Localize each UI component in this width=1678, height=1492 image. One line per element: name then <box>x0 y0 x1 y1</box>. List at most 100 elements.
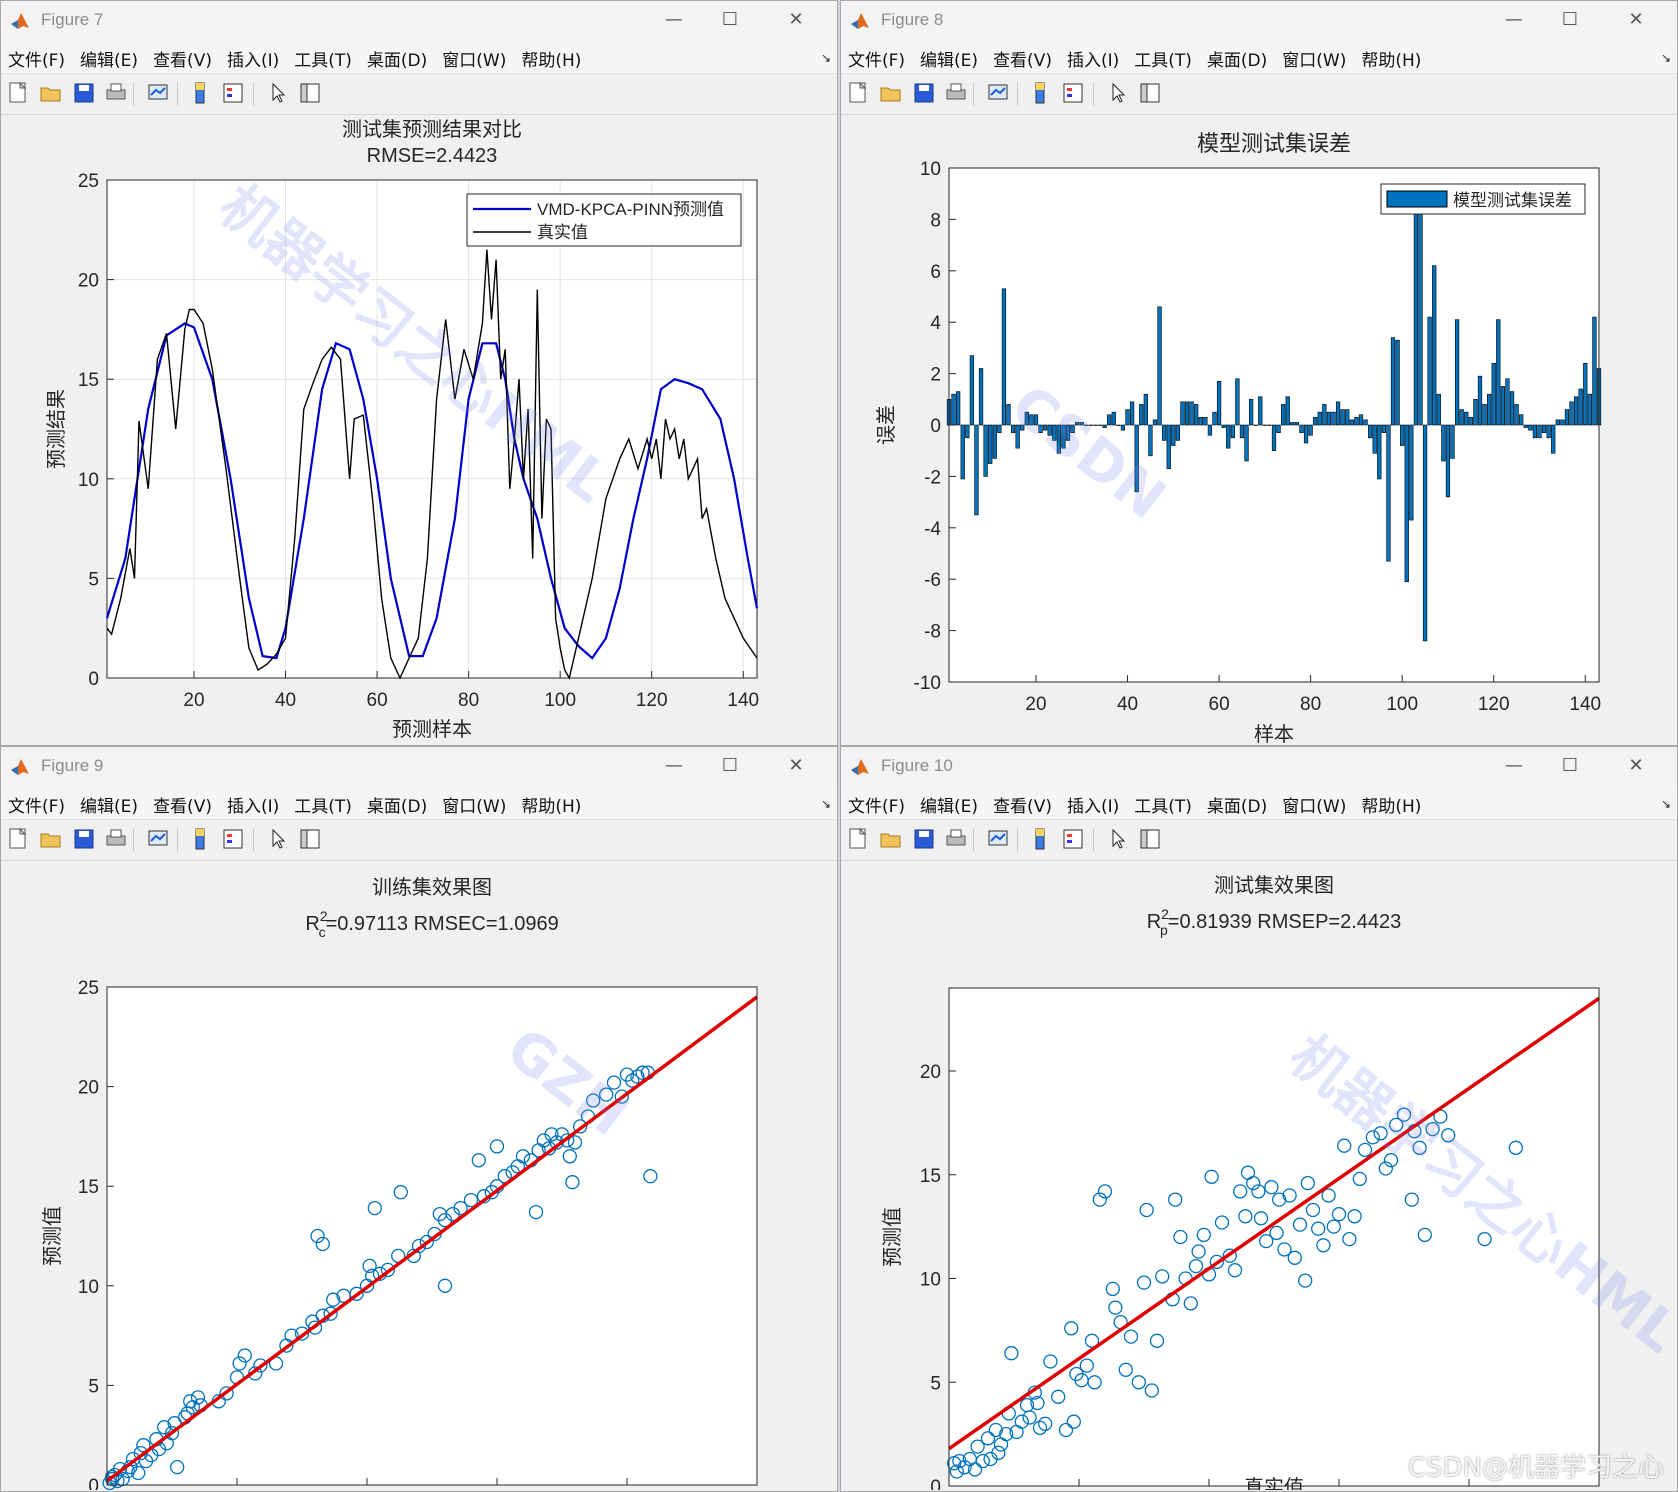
legend-icon[interactable] <box>220 826 246 852</box>
link-plot-icon[interactable] <box>145 826 171 852</box>
open-file-icon[interactable] <box>878 80 904 106</box>
menu-item[interactable]: 工具(T) <box>294 797 352 817</box>
maximize-button[interactable]: ☐ <box>1561 9 1579 30</box>
scatter-point <box>1030 1395 1045 1411</box>
print-icon[interactable] <box>943 826 969 852</box>
legend-label: 模型测试集误差 <box>1453 191 1572 210</box>
x-tick-label: 140 <box>727 690 759 711</box>
minimize-button[interactable]: — <box>1505 9 1523 30</box>
print-icon[interactable] <box>103 80 129 106</box>
save-icon[interactable] <box>71 80 97 106</box>
maximize-button[interactable]: ☐ <box>1561 755 1579 776</box>
menu-item[interactable]: 编辑(E) <box>80 797 139 817</box>
maximize-button[interactable]: ☐ <box>721 755 739 776</box>
save-icon[interactable] <box>911 826 937 852</box>
menu-item[interactable]: 插入(I) <box>1066 797 1120 817</box>
menu-item[interactable]: 窗口(W) <box>1282 51 1347 71</box>
menu-bar: 文件(F) 编辑(E) 查看(V) 插入(I) 工具(T) 桌面(D) 窗口(W) 帮助(H)… <box>1 41 837 73</box>
legend-icon[interactable] <box>1060 80 1086 106</box>
menu-item[interactable]: 帮助(H) <box>521 51 582 71</box>
menu-item[interactable]: 桌面(D) <box>366 51 428 71</box>
title-bar: Figure 8 — ☐ ✕ <box>841 1 1677 41</box>
colorbar-icon[interactable] <box>1027 826 1053 852</box>
pointer-icon[interactable] <box>265 80 291 106</box>
menu-item[interactable]: 插入(I) <box>226 797 280 817</box>
minimize-button[interactable]: — <box>665 9 683 30</box>
y-tick-label: 10 <box>920 159 941 180</box>
toolbar-separator <box>177 828 178 852</box>
new-figure-icon[interactable] <box>845 80 871 106</box>
open-file-icon[interactable] <box>38 80 64 106</box>
menu-item[interactable]: 窗口(W) <box>1282 797 1347 817</box>
save-icon[interactable] <box>71 826 97 852</box>
close-button[interactable]: ✕ <box>788 755 804 776</box>
error-bar <box>1308 424 1313 436</box>
menu-item[interactable]: 桌面(D) <box>366 797 428 817</box>
menu-item[interactable]: 工具(T) <box>1134 51 1192 71</box>
property-inspector-icon[interactable] <box>1137 826 1163 852</box>
colorbar-icon[interactable] <box>1027 80 1053 106</box>
maximize-button[interactable]: ☐ <box>721 9 739 30</box>
link-plot-icon[interactable] <box>145 80 171 106</box>
scatter-point <box>105 1469 120 1485</box>
menu-item[interactable]: 查看(V) <box>153 797 212 817</box>
scatter-point <box>232 1356 247 1371</box>
scatter-point <box>1365 1130 1380 1145</box>
print-icon[interactable] <box>943 80 969 106</box>
menu-item[interactable]: 插入(I) <box>1066 51 1120 71</box>
menu-item[interactable]: 编辑(E) <box>920 797 979 817</box>
menu-item[interactable]: 查看(V) <box>993 797 1052 817</box>
dock-arrow-icon[interactable]: ↘ <box>820 51 831 65</box>
menu-item[interactable]: 文件(F) <box>848 797 906 817</box>
pointer-icon[interactable] <box>1105 826 1131 852</box>
menu-item[interactable]: 查看(V) <box>153 51 212 71</box>
open-file-icon[interactable] <box>878 826 904 852</box>
open-file-icon[interactable] <box>38 826 64 852</box>
dock-arrow-icon[interactable]: ↘ <box>1660 51 1671 65</box>
error-bar <box>1349 419 1354 426</box>
dock-arrow-icon[interactable]: ↘ <box>1660 797 1671 811</box>
menu-item[interactable]: 帮助(H) <box>521 797 582 817</box>
legend-icon[interactable] <box>220 80 246 106</box>
pointer-icon[interactable] <box>265 826 291 852</box>
error-bar <box>1537 424 1542 439</box>
menu-item[interactable]: 文件(F) <box>8 51 66 71</box>
menu-item[interactable]: 编辑(E) <box>80 51 139 71</box>
minimize-button[interactable]: — <box>1505 755 1523 776</box>
link-plot-icon[interactable] <box>985 826 1011 852</box>
colorbar-icon[interactable] <box>187 80 213 106</box>
new-figure-icon[interactable] <box>5 80 31 106</box>
print-icon[interactable] <box>103 826 129 852</box>
legend-icon[interactable] <box>1060 826 1086 852</box>
menu-item[interactable]: 窗口(W) <box>442 797 507 817</box>
menu-item[interactable]: 编辑(E) <box>920 51 979 71</box>
property-inspector-icon[interactable] <box>1137 80 1163 106</box>
new-figure-icon[interactable] <box>845 826 871 852</box>
minimize-button[interactable]: — <box>665 755 683 776</box>
menu-item[interactable]: 窗口(W) <box>442 51 507 71</box>
menu-item[interactable]: 桌面(D) <box>1206 51 1268 71</box>
menu-item[interactable]: 桌面(D) <box>1206 797 1268 817</box>
close-button[interactable]: ✕ <box>1628 9 1644 30</box>
menu-item[interactable]: 工具(T) <box>1134 797 1192 817</box>
menu-item[interactable]: 帮助(H) <box>1361 797 1422 817</box>
menu-item[interactable]: 帮助(H) <box>1361 51 1422 71</box>
menu-item[interactable]: 文件(F) <box>8 797 66 817</box>
close-button[interactable]: ✕ <box>788 9 804 30</box>
menu-item[interactable]: 查看(V) <box>993 51 1052 71</box>
pointer-icon[interactable] <box>1105 80 1131 106</box>
new-figure-icon[interactable] <box>5 826 31 852</box>
menu-item[interactable]: 工具(T) <box>294 51 352 71</box>
error-bar <box>1120 424 1126 431</box>
dock-arrow-icon[interactable]: ↘ <box>820 797 831 811</box>
menu-item[interactable]: 文件(F) <box>848 51 906 71</box>
window-title: Figure 10 <box>881 756 953 775</box>
error-bar <box>1226 424 1231 449</box>
colorbar-icon[interactable] <box>187 826 213 852</box>
link-plot-icon[interactable] <box>985 80 1011 106</box>
property-inspector-icon[interactable] <box>297 826 323 852</box>
save-icon[interactable] <box>911 80 937 106</box>
menu-item[interactable]: 插入(I) <box>226 51 280 71</box>
close-button[interactable]: ✕ <box>1628 755 1644 776</box>
property-inspector-icon[interactable] <box>297 80 323 106</box>
